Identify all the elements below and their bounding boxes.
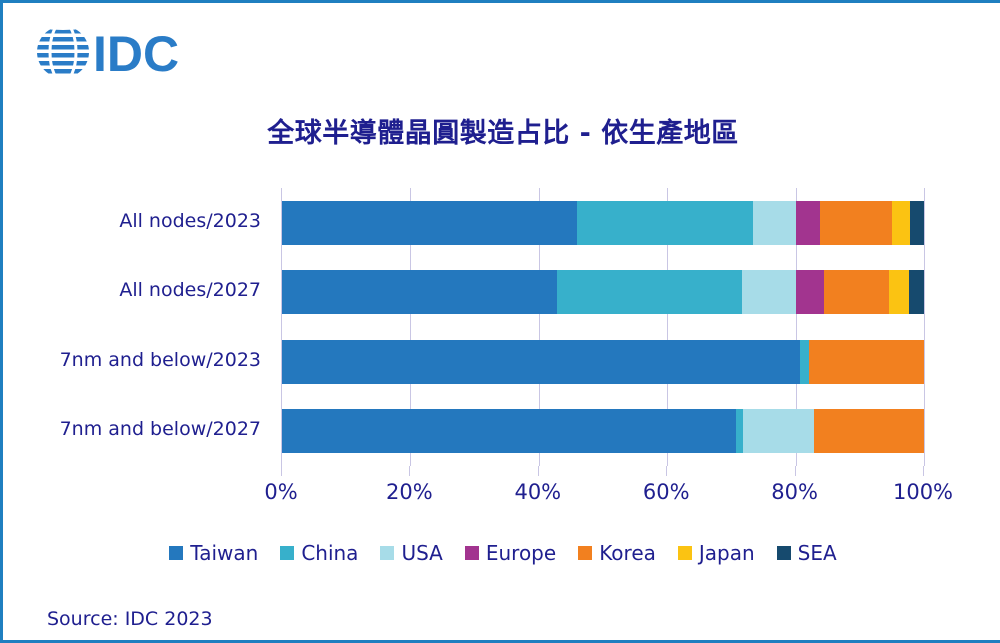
axis-tick-label: 80%: [771, 480, 818, 504]
legend-label: China: [301, 541, 359, 565]
bar-segment-korea[interactable]: [824, 270, 890, 315]
bar-segment-china[interactable]: [800, 339, 810, 384]
axis-tick-label: 40%: [514, 480, 562, 504]
bar-stack[interactable]: [282, 409, 924, 454]
legend-label: Japan: [698, 541, 755, 565]
legend-label: USA: [401, 541, 443, 565]
plot-area: [281, 188, 925, 466]
legend-swatch-icon: [776, 546, 791, 560]
idc-wordmark: IDC: [93, 26, 179, 82]
idc-logo: IDC: [33, 21, 213, 83]
axis-tick: [281, 466, 282, 476]
chart-legend: Taiwan China USA Europe Korea Japan SEA: [3, 541, 1000, 565]
legend-item-japan[interactable]: Japan: [677, 541, 755, 565]
bar-segment-taiwan[interactable]: [282, 409, 736, 454]
legend-swatch-icon: [280, 546, 295, 560]
legend-item-usa[interactable]: USA: [380, 541, 443, 565]
axis-tick-label: 100%: [892, 480, 954, 504]
axis-tick-label: 0%: [264, 480, 298, 504]
legend-item-china[interactable]: China: [280, 541, 358, 565]
globe-icon: [37, 26, 89, 78]
category-label: All nodes/2027: [119, 279, 261, 302]
gridline: [538, 188, 540, 466]
axis-tick: [409, 466, 411, 476]
bar-stack[interactable]: [282, 339, 924, 384]
bar-segment-taiwan[interactable]: [282, 270, 557, 315]
bar-segment-usa[interactable]: [742, 409, 815, 454]
bar-segment-korea[interactable]: [814, 409, 924, 454]
legend-label: SEA: [797, 541, 837, 565]
legend-swatch-icon: [578, 546, 593, 560]
bar-segment-china[interactable]: [577, 200, 754, 245]
bar-segment-usa[interactable]: [741, 270, 796, 315]
bar-segment-sea[interactable]: [909, 200, 924, 245]
bar-stack[interactable]: [282, 200, 924, 245]
legend-swatch-icon: [464, 546, 479, 560]
category-label: All nodes/2023: [119, 209, 261, 232]
legend-item-korea[interactable]: Korea: [578, 541, 656, 565]
bar-segment-korea[interactable]: [819, 200, 892, 245]
gridline: [795, 188, 797, 466]
legend-swatch-icon: [169, 546, 184, 560]
legend-label: Korea: [599, 541, 656, 565]
legend-item-sea[interactable]: SEA: [776, 541, 837, 565]
legend-item-taiwan[interactable]: Taiwan: [169, 541, 258, 565]
bar-segment-japan[interactable]: [891, 200, 910, 245]
value-axis: 0% 20% 40% 60% 80% 100%: [264, 466, 953, 526]
axis-tick-label: 20%: [386, 480, 433, 504]
legend-swatch-icon: [677, 546, 692, 560]
page-title: 全球半導體晶圓製造占比 - 依生產地區: [267, 118, 739, 149]
bar-segment-taiwan[interactable]: [282, 200, 578, 245]
bar-segment-china[interactable]: [556, 270, 742, 315]
gridline: [410, 188, 412, 466]
bar-segment-china[interactable]: [735, 409, 743, 454]
bar-segment-sea[interactable]: [908, 270, 924, 315]
legend-label: Europe: [485, 541, 557, 565]
category-label: 7nm and below/2023: [59, 348, 261, 371]
category-axis-labels: All nodes/2023 All nodes/2027 7nm and belo…: [3, 188, 271, 466]
bar-segment-japan[interactable]: [889, 270, 909, 315]
bar-segment-korea[interactable]: [809, 339, 924, 384]
idc-logo-svg: IDC: [37, 26, 179, 82]
gridline: [924, 188, 925, 466]
chart-plot: All nodes/2023 All nodes/2027 7nm and belo…: [3, 188, 1000, 504]
bar-segment-europe[interactable]: [796, 200, 820, 245]
axis-tick: [666, 466, 668, 476]
axis-tick: [794, 466, 796, 476]
axis-tick-label: 60%: [642, 480, 690, 504]
legend-swatch-icon: [380, 546, 395, 560]
bar-stack[interactable]: [282, 270, 924, 315]
category-label: 7nm and below/2027: [59, 418, 261, 441]
gridline: [667, 188, 669, 466]
bar-segment-europe[interactable]: [795, 270, 825, 315]
source-note: Source: IDC 2023: [47, 608, 213, 630]
axis-tick: [537, 466, 539, 476]
legend-label: Taiwan: [190, 541, 259, 565]
bar-segment-usa[interactable]: [753, 200, 797, 245]
axis-tick: [923, 466, 924, 476]
bar-segment-taiwan[interactable]: [282, 339, 801, 384]
legend-item-europe[interactable]: Europe: [464, 541, 557, 565]
